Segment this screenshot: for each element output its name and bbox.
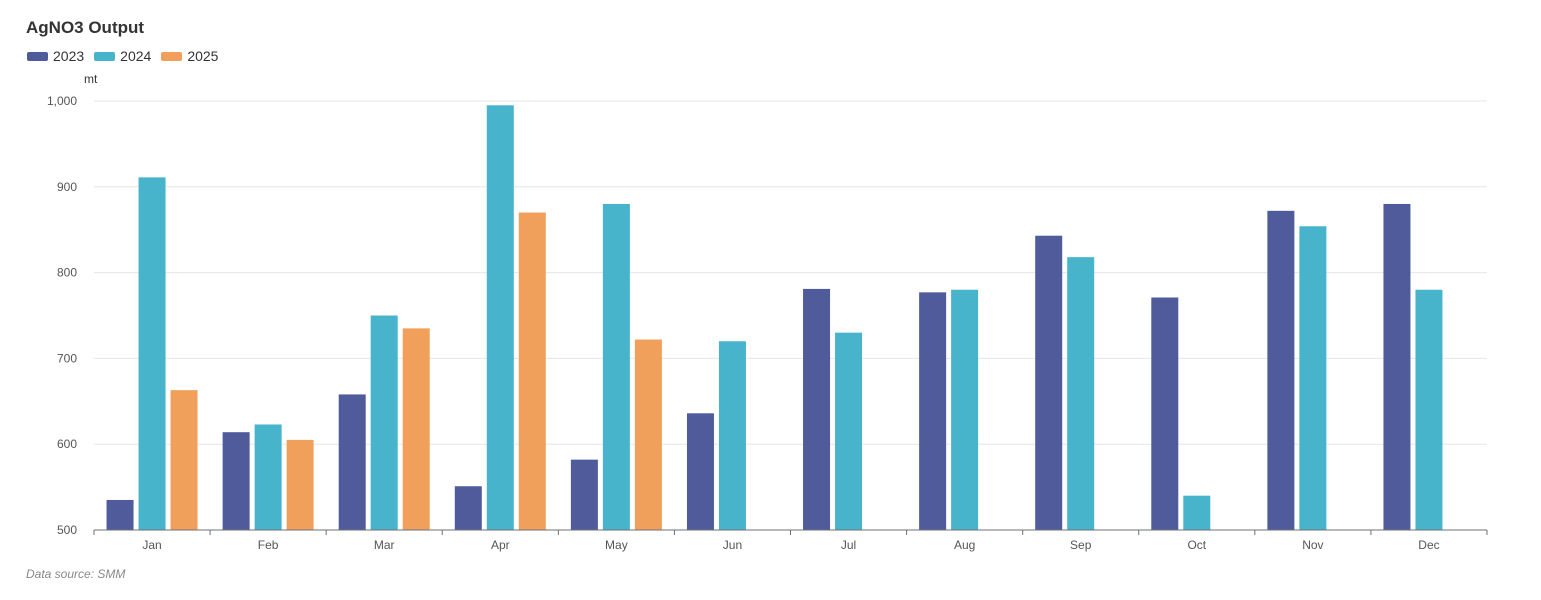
bar-2023-nov[interactable] — [1267, 210, 1295, 530]
x-tick-label: Dec — [1418, 538, 1439, 552]
x-tick-label: Nov — [1302, 538, 1323, 552]
x-tick-label: Feb — [258, 538, 279, 552]
bar-2025-may[interactable] — [634, 339, 662, 530]
y-tick-label: 1,000 — [47, 94, 77, 108]
bar-2024-apr[interactable] — [486, 105, 514, 530]
bar-2023-jul[interactable] — [803, 288, 831, 530]
legend: 2023 2024 2025 — [27, 48, 228, 64]
y-axis-unit-label: mt — [84, 72, 98, 86]
bar-2024-sep[interactable] — [1067, 257, 1095, 530]
bar-2023-may[interactable] — [570, 459, 598, 530]
bar-2023-mar[interactable] — [338, 394, 366, 530]
bar-2023-jun[interactable] — [686, 413, 714, 530]
bar-2024-nov[interactable] — [1299, 226, 1327, 530]
x-tick-label: Mar — [374, 538, 395, 552]
y-tick-label: 700 — [57, 351, 77, 365]
legend-item-2023[interactable]: 2023 — [27, 48, 84, 64]
y-tick-label: 500 — [57, 523, 77, 537]
bar-2023-jan[interactable] — [106, 499, 134, 530]
legend-item-2024[interactable]: 2024 — [94, 48, 151, 64]
x-tick-label: Jul — [841, 538, 856, 552]
bar-2023-oct[interactable] — [1151, 297, 1179, 530]
x-tick-label: May — [605, 538, 628, 552]
grid-lines — [94, 100, 1487, 445]
legend-label-2024: 2024 — [120, 48, 152, 64]
bar-2025-feb[interactable] — [286, 439, 314, 530]
x-tick-label: Jun — [723, 538, 742, 552]
bar-2024-jul[interactable] — [835, 332, 863, 530]
x-tick-label: Apr — [491, 538, 510, 552]
bar-2024-jun[interactable] — [718, 341, 746, 530]
bar-2023-dec[interactable] — [1383, 203, 1411, 530]
y-tick-label: 600 — [57, 437, 77, 451]
x-tick-label: Oct — [1187, 538, 1206, 552]
bar-2025-apr[interactable] — [518, 212, 546, 531]
legend-swatch-2025 — [161, 51, 183, 61]
legend-label-2023: 2023 — [53, 48, 85, 64]
chart-title: AgNO3 Output — [26, 18, 145, 37]
y-tick-label: 800 — [57, 266, 77, 280]
bar-2023-sep[interactable] — [1035, 235, 1063, 530]
bar-2024-feb[interactable] — [254, 424, 282, 530]
legend-swatch-2023 — [27, 51, 48, 61]
bar-2023-feb[interactable] — [222, 432, 250, 530]
legend-label-2025: 2025 — [187, 48, 219, 64]
x-tick-label: Sep — [1070, 538, 1092, 552]
bar-2025-jan[interactable] — [170, 390, 198, 530]
bar-2024-mar[interactable] — [370, 315, 398, 531]
y-tick-label: 900 — [57, 180, 77, 194]
bar-2024-jan[interactable] — [138, 177, 166, 530]
bar-2024-dec[interactable] — [1415, 289, 1443, 530]
bar-2024-aug[interactable] — [951, 289, 979, 530]
bar-2023-aug[interactable] — [919, 292, 947, 530]
x-tick-label: Jan — [142, 538, 161, 552]
x-tick-label: Aug — [954, 538, 975, 552]
legend-swatch-2024 — [94, 51, 116, 61]
bar-2024-oct[interactable] — [1183, 495, 1211, 530]
bar-2025-mar[interactable] — [402, 328, 430, 530]
data-source-note: Data source: SMM — [26, 567, 126, 581]
legend-item-2025[interactable]: 2025 — [161, 48, 218, 64]
bar-2024-may[interactable] — [602, 203, 630, 530]
bars — [106, 105, 1443, 531]
axes: 500 600 700 800 900 1,000 Jan Feb Mar Apr May Jun Ju… — [47, 94, 1488, 552]
bar-2023-apr[interactable] — [454, 486, 482, 530]
